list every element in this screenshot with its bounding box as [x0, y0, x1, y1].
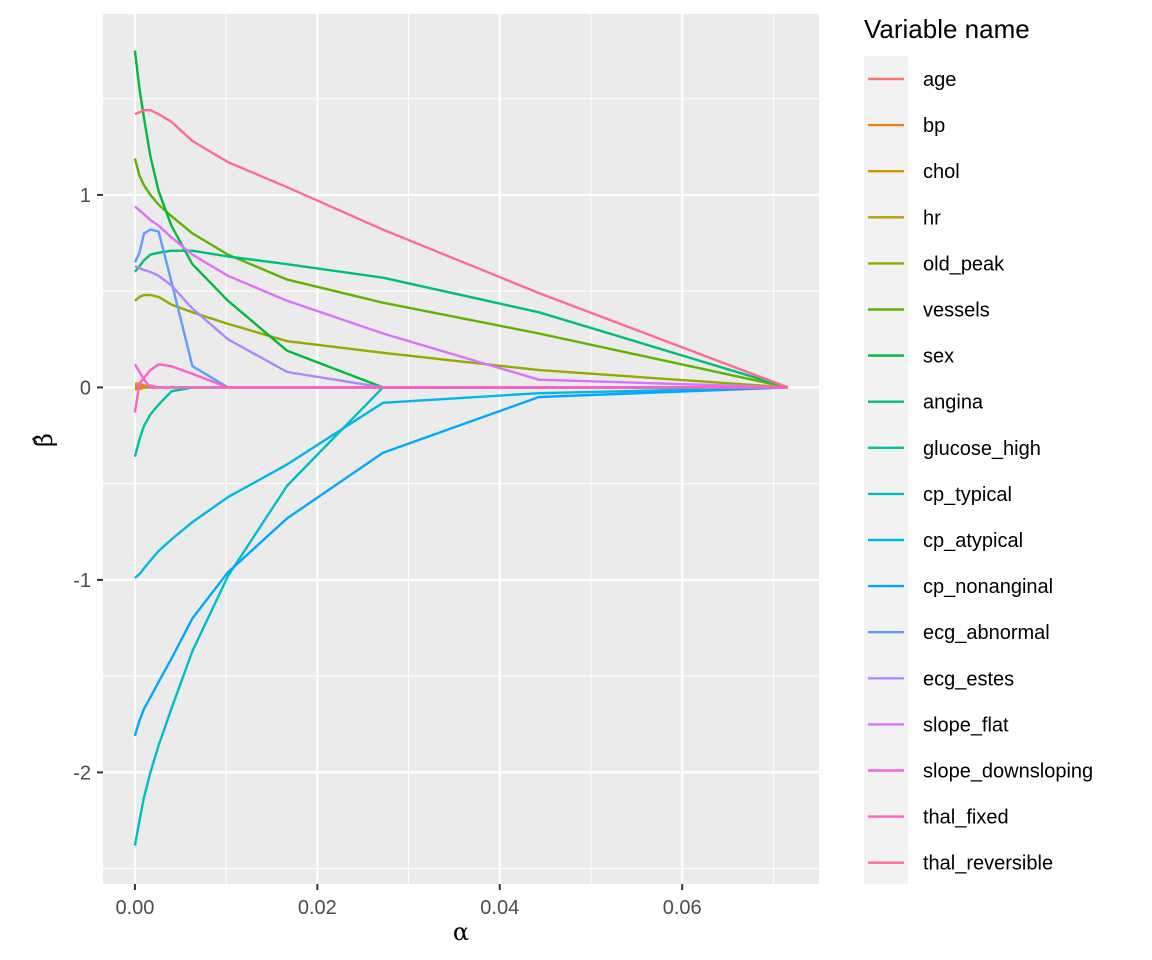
legend-label-slope-flat: slope_flat [923, 714, 1009, 736]
x-tick-label: 0.00 [115, 897, 154, 919]
legend-label-cp-typical: cp_typical [923, 484, 1012, 506]
legend-title: Variable name [864, 14, 1030, 44]
x-axis: 0.00 0.02 0.04 0.06 [115, 884, 702, 919]
x-tick-label: 0.04 [480, 897, 519, 919]
series-line-old-peak [134, 293, 789, 389]
legend-label-age: age [923, 69, 956, 91]
major-gridlines [103, 14, 819, 884]
plot-panel [103, 14, 819, 884]
series-line-cp-atypical [134, 386, 789, 579]
legend-key-background [864, 56, 908, 884]
series-lines [133, 50, 789, 846]
legend-label-thal-reversible: thal_reversible [923, 853, 1053, 875]
y-tick-label: 0 [80, 377, 91, 399]
y-tick-label: -2 [73, 762, 91, 784]
legend-label-sex: sex [923, 346, 954, 368]
y-axis: -2 -1 0 1 [73, 185, 103, 784]
series-line-cp-nonanginal [133, 386, 789, 737]
series-line-thal-fixed [133, 363, 788, 413]
minor-gridlines [103, 14, 819, 884]
y-tick-label: 1 [80, 185, 91, 207]
series-line-thal-reversible [134, 108, 789, 389]
y-axis-title: β̂ [30, 433, 58, 447]
legend: Variable name age bp chol hr old_peakvessels… [864, 14, 1093, 884]
legend-label-vessels: vessels [923, 300, 990, 322]
series-line-angina [133, 249, 789, 389]
y-tick-label: -1 [73, 570, 91, 592]
legend-label-angina: angina [923, 392, 984, 414]
x-tick-label: 0.02 [298, 897, 337, 919]
legend-label-cp-nonanginal: cp_nonanginal [923, 576, 1053, 598]
legend-label-glucose-high: glucose_high [923, 438, 1041, 460]
series-line-slope-flat [134, 205, 789, 389]
legend-label-bp: bp [923, 115, 945, 137]
legend-label-chol: chol [923, 161, 960, 183]
x-axis-title: α [453, 918, 469, 946]
legend-label-old-peak: old_peak [923, 253, 1005, 275]
legend-label-ecg-estes: ecg_estes [923, 668, 1014, 690]
legend-label-thal-fixed: thal_fixed [923, 807, 1009, 829]
legend-label-slope-downsloping: slope_downsloping [923, 761, 1093, 783]
legend-label-cp-atypical: cp_atypical [923, 530, 1023, 552]
series-line-vessels [133, 158, 789, 389]
legend-label-hr: hr [923, 207, 941, 229]
legend-label-ecg-abnormal: ecg_abnormal [923, 622, 1050, 644]
x-tick-label: 0.06 [663, 897, 702, 919]
